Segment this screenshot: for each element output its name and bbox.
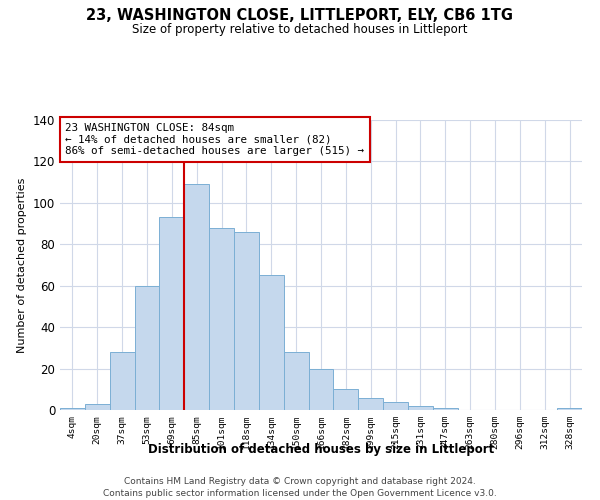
Bar [134,286,160,410]
Bar [358,398,383,410]
Text: Distribution of detached houses by size in Littleport: Distribution of detached houses by size … [148,442,494,456]
Text: 23 WASHINGTON CLOSE: 84sqm
← 14% of detached houses are smaller (82)
86% of semi: 23 WASHINGTON CLOSE: 84sqm ← 14% of deta… [65,123,364,156]
Bar [259,276,284,410]
Bar [433,408,458,410]
Bar [60,408,85,410]
Bar [308,368,334,410]
Text: 23, WASHINGTON CLOSE, LITTLEPORT, ELY, CB6 1TG: 23, WASHINGTON CLOSE, LITTLEPORT, ELY, C… [86,8,514,22]
Bar [110,352,134,410]
Y-axis label: Number of detached properties: Number of detached properties [17,178,27,352]
Bar [334,390,358,410]
Bar [284,352,308,410]
Bar [557,408,582,410]
Bar [85,404,110,410]
Bar [383,402,408,410]
Bar [408,406,433,410]
Bar [234,232,259,410]
Bar [209,228,234,410]
Text: Contains HM Land Registry data © Crown copyright and database right 2024.: Contains HM Land Registry data © Crown c… [124,478,476,486]
Bar [184,184,209,410]
Bar [160,218,184,410]
Text: Size of property relative to detached houses in Littleport: Size of property relative to detached ho… [132,22,468,36]
Text: Contains public sector information licensed under the Open Government Licence v3: Contains public sector information licen… [103,489,497,498]
